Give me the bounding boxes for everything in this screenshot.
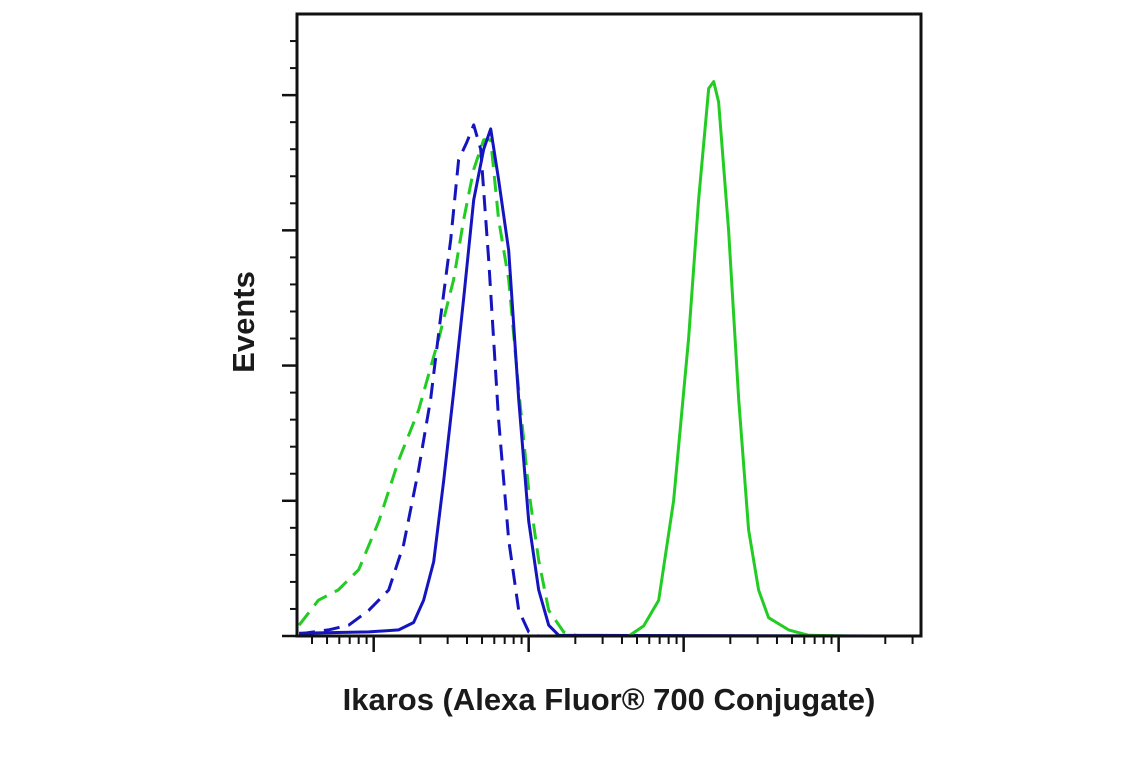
histogram-line <box>298 123 919 638</box>
x-axis-label: Ikaros (Alexa Fluor® 700 Conjugate) <box>343 682 876 717</box>
y-axis-label: Events <box>226 271 261 373</box>
histogram-line <box>297 138 919 638</box>
histogram-line <box>299 80 919 638</box>
histogram-line <box>299 127 919 638</box>
axis-frame <box>295 12 923 638</box>
